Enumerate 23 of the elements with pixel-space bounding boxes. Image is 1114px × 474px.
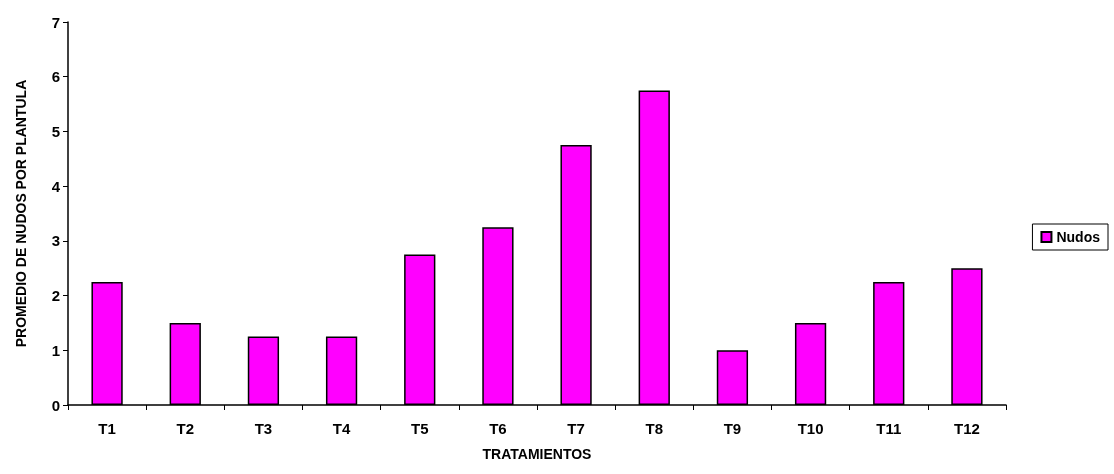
- x-tick-label: T4: [332, 420, 351, 437]
- y-tick-label: 1: [51, 341, 60, 359]
- x-tick-label: T2: [176, 420, 195, 437]
- x-tick-label: T12: [953, 420, 980, 437]
- y-axis-title: PROMEDIO DE NUDOS POR PLANTULA: [13, 79, 29, 348]
- x-tick-label: T8: [645, 420, 664, 437]
- y-tick-label: 4: [51, 177, 61, 195]
- y-tick-label: 5: [51, 122, 60, 140]
- x-tick-label: T9: [723, 420, 742, 437]
- x-tick-label: T7: [567, 420, 585, 437]
- x-axis-title: TRATAMIENTOS: [482, 446, 592, 462]
- y-tick-label: 0: [51, 396, 60, 414]
- y-tick-label: 7: [51, 13, 60, 31]
- y-tick-label: 2: [51, 287, 60, 305]
- x-tick-label: T6: [489, 420, 507, 437]
- x-tick-label: T1: [98, 420, 116, 437]
- y-tick-label: 3: [51, 232, 60, 250]
- x-tick-label: T10: [797, 420, 824, 437]
- legend-label: Nudos: [1056, 229, 1101, 245]
- x-tick-label: T3: [254, 420, 273, 437]
- x-tick-label: T11: [876, 420, 902, 437]
- x-tick-label: T5: [410, 420, 429, 437]
- y-tick-label: 6: [51, 68, 60, 86]
